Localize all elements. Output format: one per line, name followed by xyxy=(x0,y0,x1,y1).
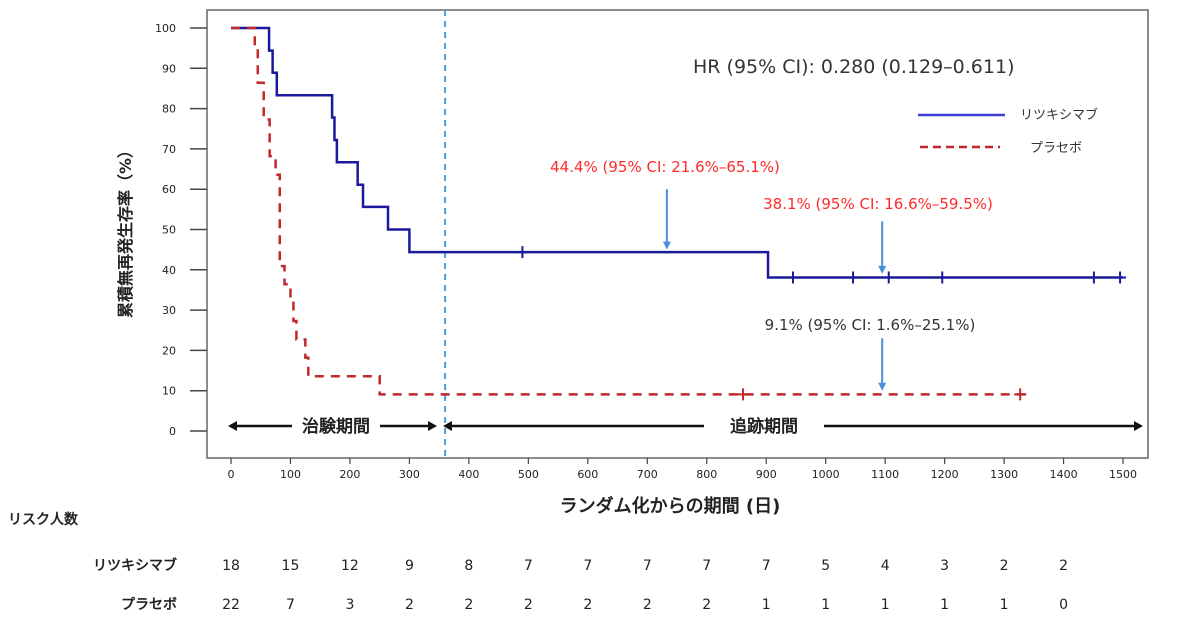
censor-mark xyxy=(786,271,799,284)
censor-mark xyxy=(936,271,949,284)
y-tick-label: 70 xyxy=(162,143,176,156)
censor-mark xyxy=(1087,271,1100,284)
censor-mark xyxy=(1114,271,1127,284)
x-tick-label: 1200 xyxy=(931,468,959,481)
risk-value: 8 xyxy=(464,558,473,574)
risk-value: 9 xyxy=(405,558,414,574)
x-tick-label: 1300 xyxy=(990,468,1018,481)
x-tick-label: 100 xyxy=(280,468,301,481)
risk-value: 22 xyxy=(222,597,240,613)
risk-value: 7 xyxy=(583,558,592,574)
period-arrows: 治験期間 追跡期間 xyxy=(228,416,1143,437)
risk-value: 7 xyxy=(762,558,771,574)
risk-value: 5 xyxy=(821,558,830,574)
annotation-label: 38.1% (95% CI: 16.6%–59.5%) xyxy=(763,195,993,213)
y-axis: 0 10 20 30 40 50 60 70 80 90 100 xyxy=(155,22,207,438)
x-tick-label: 500 xyxy=(518,468,539,481)
risk-value: 2 xyxy=(583,597,592,613)
censor-mark xyxy=(847,271,860,284)
risk-value: 1 xyxy=(940,597,949,613)
x-tick-label: 600 xyxy=(577,468,598,481)
risk-value: 2 xyxy=(464,597,473,613)
risk-value: 2 xyxy=(1000,558,1009,574)
period-label: 治験期間 xyxy=(302,416,370,437)
risk-value: 2 xyxy=(405,597,414,613)
risk-value: 2 xyxy=(702,597,711,613)
risk-value: 2 xyxy=(643,597,652,613)
annotation-label: 44.4% (95% CI: 21.6%–65.1%) xyxy=(550,158,780,176)
annotations: 44.4% (95% CI: 21.6%–65.1%) 38.1% (95% CI… xyxy=(550,158,993,391)
risk-value: 2 xyxy=(1059,558,1068,574)
risk-value: 3 xyxy=(940,558,949,574)
x-tick-label: 1500 xyxy=(1109,468,1137,481)
risk-row-label: プラセボ xyxy=(121,597,177,613)
x-tick-label: 900 xyxy=(756,468,777,481)
arrowhead-left xyxy=(228,421,237,431)
risk-value: 1 xyxy=(821,597,830,613)
legend-label-placebo: プラセボ xyxy=(1030,141,1082,156)
y-tick-label: 40 xyxy=(162,264,176,277)
legend-label-rituximab: リツキシマブ xyxy=(1020,107,1098,123)
censor-mark xyxy=(1014,388,1027,401)
risk-value: 7 xyxy=(643,558,652,574)
annotation-arrowhead xyxy=(878,382,887,391)
x-tick-label: 700 xyxy=(637,468,658,481)
y-tick-label: 90 xyxy=(162,62,176,75)
annotation-label: 9.1% (95% CI: 1.6%–25.1%) xyxy=(765,316,976,334)
risk-value: 3 xyxy=(345,597,354,613)
placebo-curve xyxy=(231,26,1030,396)
risk-value: 18 xyxy=(222,558,240,574)
x-axis-title: ランダム化からの期間 (日) xyxy=(560,495,781,517)
y-tick-label: 30 xyxy=(162,304,176,317)
risk-row-label: リツキシマブ xyxy=(93,557,177,574)
risk-value: 15 xyxy=(282,558,300,574)
plot-frame xyxy=(206,9,1149,459)
risk-value: 12 xyxy=(341,558,359,574)
risk-value: 4 xyxy=(881,558,890,574)
risk-value: 7 xyxy=(524,558,533,574)
period-label: 追跡期間 xyxy=(730,416,798,437)
y-tick-label: 0 xyxy=(169,425,176,438)
y-tick-label: 10 xyxy=(162,385,176,398)
arrowhead-left xyxy=(443,421,452,431)
risk-value: 7 xyxy=(702,558,711,574)
hazard-ratio-text: HR (95% CI): 0.280 (0.129–0.611) xyxy=(693,56,1014,78)
risk-value: 7 xyxy=(286,597,295,613)
risk-table-title: リスク人数 xyxy=(8,511,79,528)
y-axis-title: 累積無再発生存率（%） xyxy=(116,142,135,318)
risk-value: 1 xyxy=(1000,597,1009,613)
x-tick-label: 1000 xyxy=(812,468,840,481)
x-tick-label: 300 xyxy=(399,468,420,481)
x-axis: 0 100 200 300 400 500 600 700 800 900 1000 1100 1200… xyxy=(228,458,1137,481)
y-tick-label: 20 xyxy=(162,344,176,357)
x-tick-label: 200 xyxy=(339,468,360,481)
y-tick-label: 50 xyxy=(162,224,176,237)
risk-value: 1 xyxy=(762,597,771,613)
y-tick-label: 100 xyxy=(155,22,176,35)
x-tick-label: 1100 xyxy=(871,468,899,481)
risk-value: 0 xyxy=(1059,597,1068,613)
censor-mark xyxy=(737,388,750,401)
legend: リツキシマブ プラセボ xyxy=(918,107,1098,156)
y-tick-label: 80 xyxy=(162,103,176,116)
arrowhead-right xyxy=(428,421,437,431)
y-tick-label: 60 xyxy=(162,183,176,196)
risk-value: 2 xyxy=(524,597,533,613)
arrowhead-right xyxy=(1134,421,1143,431)
curves xyxy=(231,26,1127,401)
annotation-arrowhead xyxy=(878,265,887,274)
annotation-arrowhead xyxy=(662,241,671,250)
censor-mark xyxy=(882,271,895,284)
x-tick-label: 0 xyxy=(228,468,235,481)
x-tick-label: 1400 xyxy=(1050,468,1078,481)
x-tick-label: 800 xyxy=(696,468,717,481)
x-tick-label: 400 xyxy=(458,468,479,481)
risk-value: 1 xyxy=(881,597,890,613)
rituximab-curve xyxy=(231,26,1124,279)
censor-mark xyxy=(516,246,529,259)
